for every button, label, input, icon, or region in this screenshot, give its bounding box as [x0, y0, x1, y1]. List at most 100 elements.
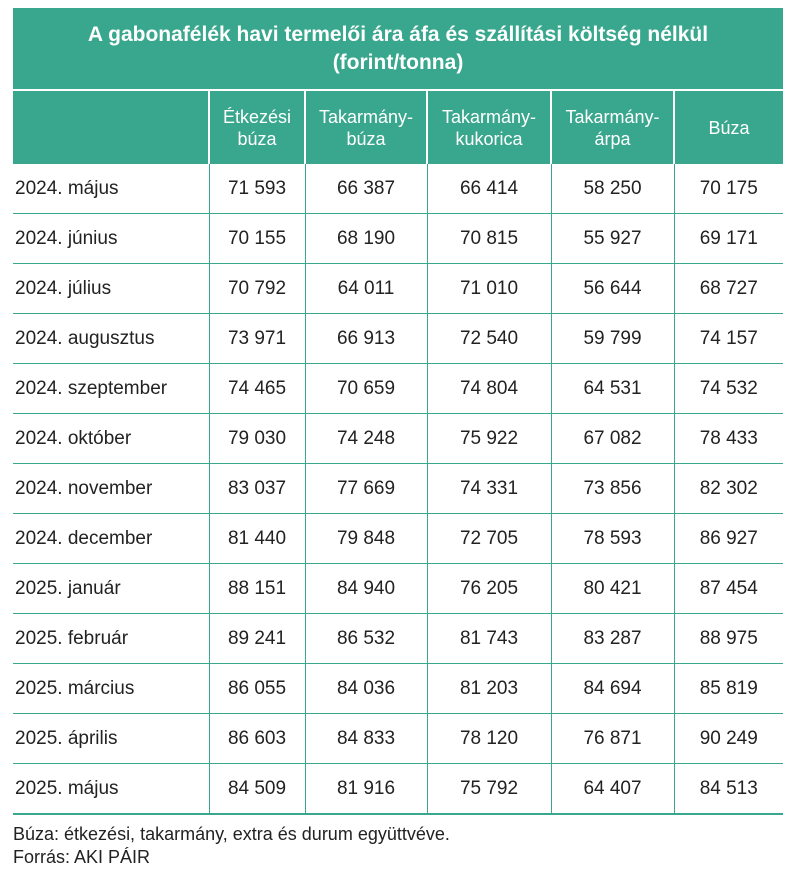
- table-cell: 78 593: [550, 513, 674, 564]
- table-cell: 85 819: [673, 663, 783, 714]
- table-cell: 81 916: [304, 763, 427, 815]
- table-row: 2024. szeptember 74 465 70 659 74 804 64…: [13, 363, 783, 414]
- header-cell-etkezesi-buza: Étkezési búza: [208, 91, 305, 164]
- table-cell: 74 804: [426, 363, 551, 414]
- table-cell: 86 055: [208, 663, 305, 714]
- table-cell: 78 433: [673, 413, 783, 464]
- table-cell: 69 171: [673, 213, 783, 264]
- table-cell: 68 727: [673, 263, 783, 314]
- table-cell: 83 037: [208, 463, 305, 514]
- table-row: 2024. november 83 037 77 669 74 331 73 8…: [13, 463, 783, 514]
- table-cell: 88 975: [673, 613, 783, 664]
- price-table-figure: A gabonafélék havi termelői ára áfa és s…: [13, 8, 783, 869]
- table-row: 2025. május 84 509 81 916 75 792 64 407 …: [13, 763, 783, 815]
- table-cell: 74 157: [673, 313, 783, 364]
- row-label: 2025. február: [13, 613, 209, 664]
- table-cell: 76 205: [426, 563, 551, 614]
- table-row: 2025. április 86 603 84 833 78 120 76 87…: [13, 713, 783, 764]
- table-cell: 56 644: [550, 263, 674, 314]
- table-cell: 86 603: [208, 713, 305, 764]
- table-cell: 70 815: [426, 213, 551, 264]
- table-cell: 68 190: [304, 213, 427, 264]
- table-cell: 77 669: [304, 463, 427, 514]
- table-cell: 66 387: [304, 164, 427, 214]
- row-label: 2024. július: [13, 263, 209, 314]
- table-cell: 71 010: [426, 263, 551, 314]
- table-cell: 84 833: [304, 713, 427, 764]
- table-cell: 84 694: [550, 663, 674, 714]
- table-row: 2024. október 79 030 74 248 75 922 67 08…: [13, 413, 783, 464]
- row-label: 2024. szeptember: [13, 363, 209, 414]
- table-cell: 78 120: [426, 713, 551, 764]
- table-row: 2024. július 70 792 64 011 71 010 56 644…: [13, 263, 783, 314]
- row-label: 2024. december: [13, 513, 209, 564]
- table-cell: 72 540: [426, 313, 551, 364]
- header-cell-buza: Búza: [673, 91, 783, 164]
- table-row: 2025. március 86 055 84 036 81 203 84 69…: [13, 663, 783, 714]
- table-cell: 64 407: [550, 763, 674, 815]
- table-cell: 81 203: [426, 663, 551, 714]
- table-cell: 70 155: [208, 213, 305, 264]
- table-cell: 84 940: [304, 563, 427, 614]
- table-cell: 86 532: [304, 613, 427, 664]
- header-row: Étkezési búza Takarmány­búza Takarmány­k…: [13, 91, 783, 164]
- source-note: Forrás: AKI PÁIR: [13, 847, 151, 867]
- table-cell: 70 792: [208, 263, 305, 314]
- table-cell: 82 302: [673, 463, 783, 514]
- row-label: 2024. augusztus: [13, 313, 209, 364]
- table-cell: 66 913: [304, 313, 427, 364]
- table-row: 2025. január 88 151 84 940 76 205 80 421…: [13, 563, 783, 614]
- footnote: Búza: étkezési, takarmány, extra és duru…: [13, 824, 450, 844]
- row-label: 2024. június: [13, 213, 209, 264]
- row-label: 2025. január: [13, 563, 209, 614]
- table-cell: 66 414: [426, 164, 551, 214]
- table-cell: 76 871: [550, 713, 674, 764]
- table-cell: 90 249: [673, 713, 783, 764]
- row-label: 2025. május: [13, 763, 209, 815]
- header-cell-takarmanykukorica: Takarmány­kukorica: [426, 91, 551, 164]
- table-cell: 79 848: [304, 513, 427, 564]
- table-cell: 55 927: [550, 213, 674, 264]
- row-label: 2024. november: [13, 463, 209, 514]
- table-cell: 89 241: [208, 613, 305, 664]
- table-cell: 73 971: [208, 313, 305, 364]
- table-cell: 58 250: [550, 164, 674, 214]
- table-cell: 75 792: [426, 763, 551, 815]
- header-cell-takarmanyarpa: Takarmány­árpa: [550, 91, 674, 164]
- table-row: 2025. február 89 241 86 532 81 743 83 28…: [13, 613, 783, 664]
- table-cell: 74 331: [426, 463, 551, 514]
- table-cell: 72 705: [426, 513, 551, 564]
- table-cell: 74 248: [304, 413, 427, 464]
- table-cell: 59 799: [550, 313, 674, 364]
- table-cell: 74 532: [673, 363, 783, 414]
- table-row: 2024. május 71 593 66 387 66 414 58 250 …: [13, 164, 783, 214]
- table-cell: 80 421: [550, 563, 674, 614]
- row-label: 2025. március: [13, 663, 209, 714]
- table-cell: 74 465: [208, 363, 305, 414]
- header-cell-takarmanybuza: Takarmány­búza: [304, 91, 427, 164]
- table-cell: 70 175: [673, 164, 783, 214]
- table-cell: 67 082: [550, 413, 674, 464]
- table-cell: 84 509: [208, 763, 305, 815]
- table-cell: 71 593: [208, 164, 305, 214]
- table-row: 2024. augusztus 73 971 66 913 72 540 59 …: [13, 313, 783, 364]
- table-cell: 81 440: [208, 513, 305, 564]
- table-cell: 73 856: [550, 463, 674, 514]
- table-cell: 79 030: [208, 413, 305, 464]
- table-cell: 75 922: [426, 413, 551, 464]
- table-cell: 81 743: [426, 613, 551, 664]
- table-cell: 64 531: [550, 363, 674, 414]
- table-title: A gabonafélék havi termelői ára áfa és s…: [13, 8, 783, 89]
- table-cell: 70 659: [304, 363, 427, 414]
- row-label: 2024. október: [13, 413, 209, 464]
- table-cell: 88 151: [208, 563, 305, 614]
- row-label: 2025. április: [13, 713, 209, 764]
- table-cell: 64 011: [304, 263, 427, 314]
- table-cell: 84 513: [673, 763, 783, 815]
- table-row: 2024. június 70 155 68 190 70 815 55 927…: [13, 213, 783, 264]
- row-label: 2024. május: [13, 164, 209, 214]
- table-cell: 84 036: [304, 663, 427, 714]
- table-cell: 83 287: [550, 613, 674, 664]
- notes: Búza: étkezési, takarmány, extra és duru…: [13, 823, 783, 869]
- header-cell-period: [13, 91, 209, 164]
